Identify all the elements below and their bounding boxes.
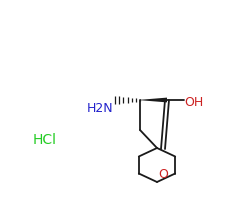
Text: OH: OH: [184, 96, 204, 108]
Text: H2N: H2N: [87, 102, 113, 114]
Polygon shape: [140, 98, 167, 102]
Text: O: O: [158, 168, 168, 180]
Text: HCl: HCl: [33, 133, 57, 147]
